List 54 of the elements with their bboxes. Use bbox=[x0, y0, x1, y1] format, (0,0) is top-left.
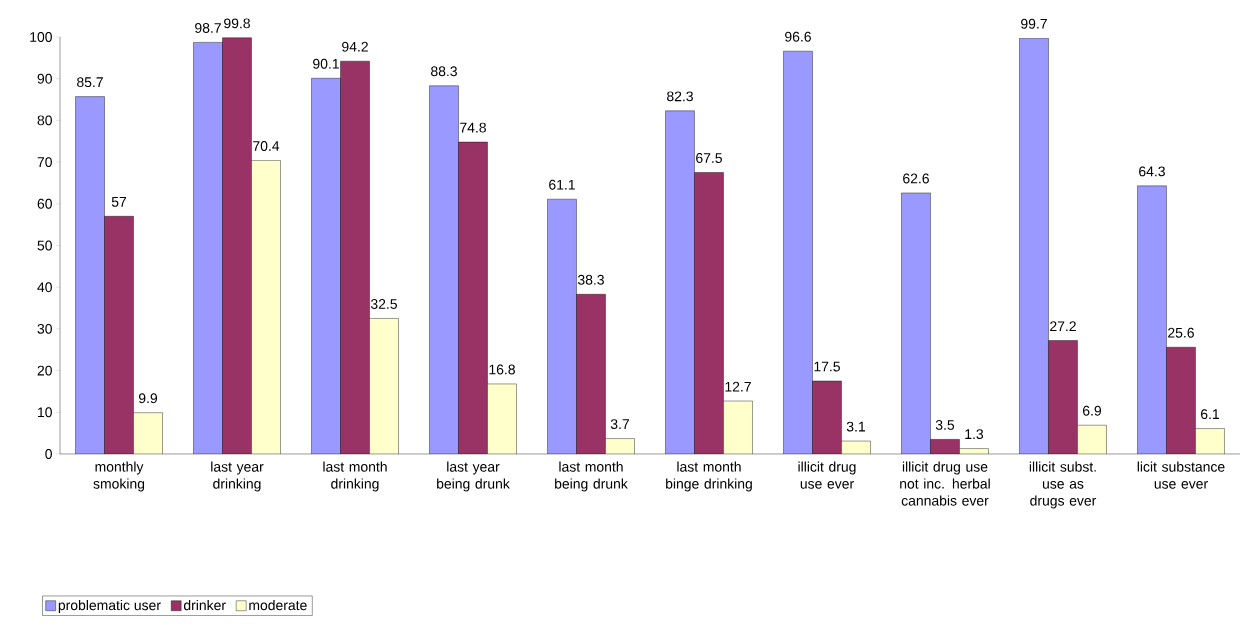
y-tick-label: 40 bbox=[37, 282, 52, 293]
x-tick-label: last year drinking bbox=[211, 461, 264, 492]
x-tick-label: illicit subst. use as drugs ever bbox=[1029, 461, 1097, 509]
data-label: 9.9 bbox=[138, 393, 158, 404]
data-label: 67.5 bbox=[696, 153, 722, 163]
x-tick-label: illicit drug use not inc. herbal cannabis ever bbox=[900, 461, 990, 506]
x-tick-label: last month drinking bbox=[323, 461, 387, 492]
y-tick-label: 80 bbox=[37, 115, 52, 126]
data-label: 12.7 bbox=[725, 381, 751, 392]
data-label: 62.6 bbox=[903, 173, 929, 184]
x-tick-label: last month being drunk bbox=[555, 461, 628, 492]
data-label: 1.3 bbox=[965, 429, 984, 440]
y-tick-label: 0 bbox=[45, 449, 52, 459]
data-label: 70.4 bbox=[253, 141, 280, 151]
y-tick-label: 50 bbox=[37, 240, 52, 251]
y-tick-label: 100 bbox=[30, 32, 52, 42]
y-tick-label: 70 bbox=[37, 157, 52, 168]
data-label: 3.7 bbox=[610, 419, 629, 430]
data-label: 17.5 bbox=[814, 361, 840, 372]
data-label: 25.6 bbox=[1168, 327, 1194, 338]
y-tick-label: 90 bbox=[37, 73, 52, 84]
data-label: 3.1 bbox=[846, 421, 865, 432]
data-label: 85.7 bbox=[77, 77, 103, 88]
legend-label: moderate bbox=[249, 599, 307, 611]
data-label: 99.7 bbox=[1021, 18, 1047, 29]
x-tick-label: monthly smoking bbox=[93, 461, 145, 492]
data-label: 27.2 bbox=[1050, 321, 1076, 332]
x-tick-label: illicit drug use ever bbox=[798, 461, 856, 489]
data-label: 88.3 bbox=[431, 66, 457, 77]
data-label: 16.8 bbox=[489, 364, 515, 375]
data-label: 82.3 bbox=[667, 91, 693, 102]
data-label: 3.5 bbox=[935, 419, 955, 430]
data-label: 32.5 bbox=[370, 299, 397, 309]
data-label: 38.3 bbox=[577, 274, 604, 285]
y-tick-label: 60 bbox=[37, 198, 52, 209]
data-label: 6.1 bbox=[1200, 409, 1219, 420]
y-tick-label: 30 bbox=[37, 323, 52, 334]
x-tick-label: licit substance use ever bbox=[1137, 461, 1225, 489]
y-tick-label: 10 bbox=[38, 407, 52, 418]
data-label: 94.2 bbox=[342, 41, 368, 52]
data-label: 90.1 bbox=[313, 58, 339, 69]
x-tick-label: last month binge drinking bbox=[666, 461, 752, 492]
data-label: 99.8 bbox=[224, 18, 250, 29]
data-label: 98.7 bbox=[195, 23, 221, 33]
y-tick-label: 20 bbox=[37, 365, 52, 376]
data-label: 96.6 bbox=[785, 31, 811, 42]
data-label: 61.1 bbox=[549, 179, 575, 190]
data-label: 74.8 bbox=[460, 122, 486, 133]
data-label: 57 bbox=[111, 197, 127, 207]
x-tick-label: last year being drunk bbox=[437, 461, 510, 492]
legend-label: drinker bbox=[183, 599, 226, 611]
data-label: 6.9 bbox=[1082, 405, 1102, 416]
data-label: 64.3 bbox=[1139, 166, 1165, 177]
legend-label: problematic user bbox=[58, 599, 161, 613]
